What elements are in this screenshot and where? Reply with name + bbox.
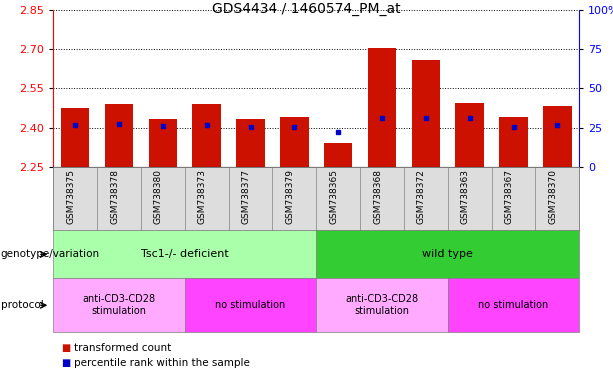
Bar [455, 103, 484, 167]
Text: ■: ■ [61, 358, 70, 368]
Text: GSM738367: GSM738367 [504, 169, 514, 224]
Bar [61, 108, 89, 167]
Bar [543, 106, 571, 167]
Text: GSM738365: GSM738365 [329, 169, 338, 224]
Bar [192, 104, 221, 167]
Bar [149, 119, 177, 167]
Text: GSM738372: GSM738372 [417, 169, 426, 224]
Text: anti-CD3-CD28
stimulation: anti-CD3-CD28 stimulation [346, 295, 419, 316]
Text: no stimulation: no stimulation [215, 300, 286, 310]
Text: transformed count: transformed count [74, 343, 171, 353]
Bar [412, 60, 440, 167]
Text: GSM738370: GSM738370 [549, 169, 557, 224]
Text: GSM738363: GSM738363 [461, 169, 470, 224]
Text: GSM738377: GSM738377 [242, 169, 251, 224]
Text: GSM738375: GSM738375 [66, 169, 75, 224]
Text: Tsc1-/- deficient: Tsc1-/- deficient [141, 249, 229, 260]
Bar [368, 48, 396, 167]
Text: protocol: protocol [1, 300, 44, 310]
Text: GSM738379: GSM738379 [286, 169, 294, 224]
Bar [500, 117, 528, 167]
Text: percentile rank within the sample: percentile rank within the sample [74, 358, 249, 368]
Text: wild type: wild type [422, 249, 473, 260]
Text: GSM738373: GSM738373 [198, 169, 207, 224]
Bar [105, 104, 133, 167]
Bar [324, 143, 352, 167]
Text: ■: ■ [61, 343, 70, 353]
Text: genotype/variation: genotype/variation [1, 249, 100, 260]
Text: no stimulation: no stimulation [478, 300, 549, 310]
Text: GSM738368: GSM738368 [373, 169, 382, 224]
Text: anti-CD3-CD28
stimulation: anti-CD3-CD28 stimulation [83, 295, 156, 316]
Bar [280, 117, 308, 167]
Text: GDS4434 / 1460574_PM_at: GDS4434 / 1460574_PM_at [212, 2, 401, 16]
Text: GSM738378: GSM738378 [110, 169, 119, 224]
Bar [237, 119, 265, 167]
Text: GSM738380: GSM738380 [154, 169, 163, 224]
